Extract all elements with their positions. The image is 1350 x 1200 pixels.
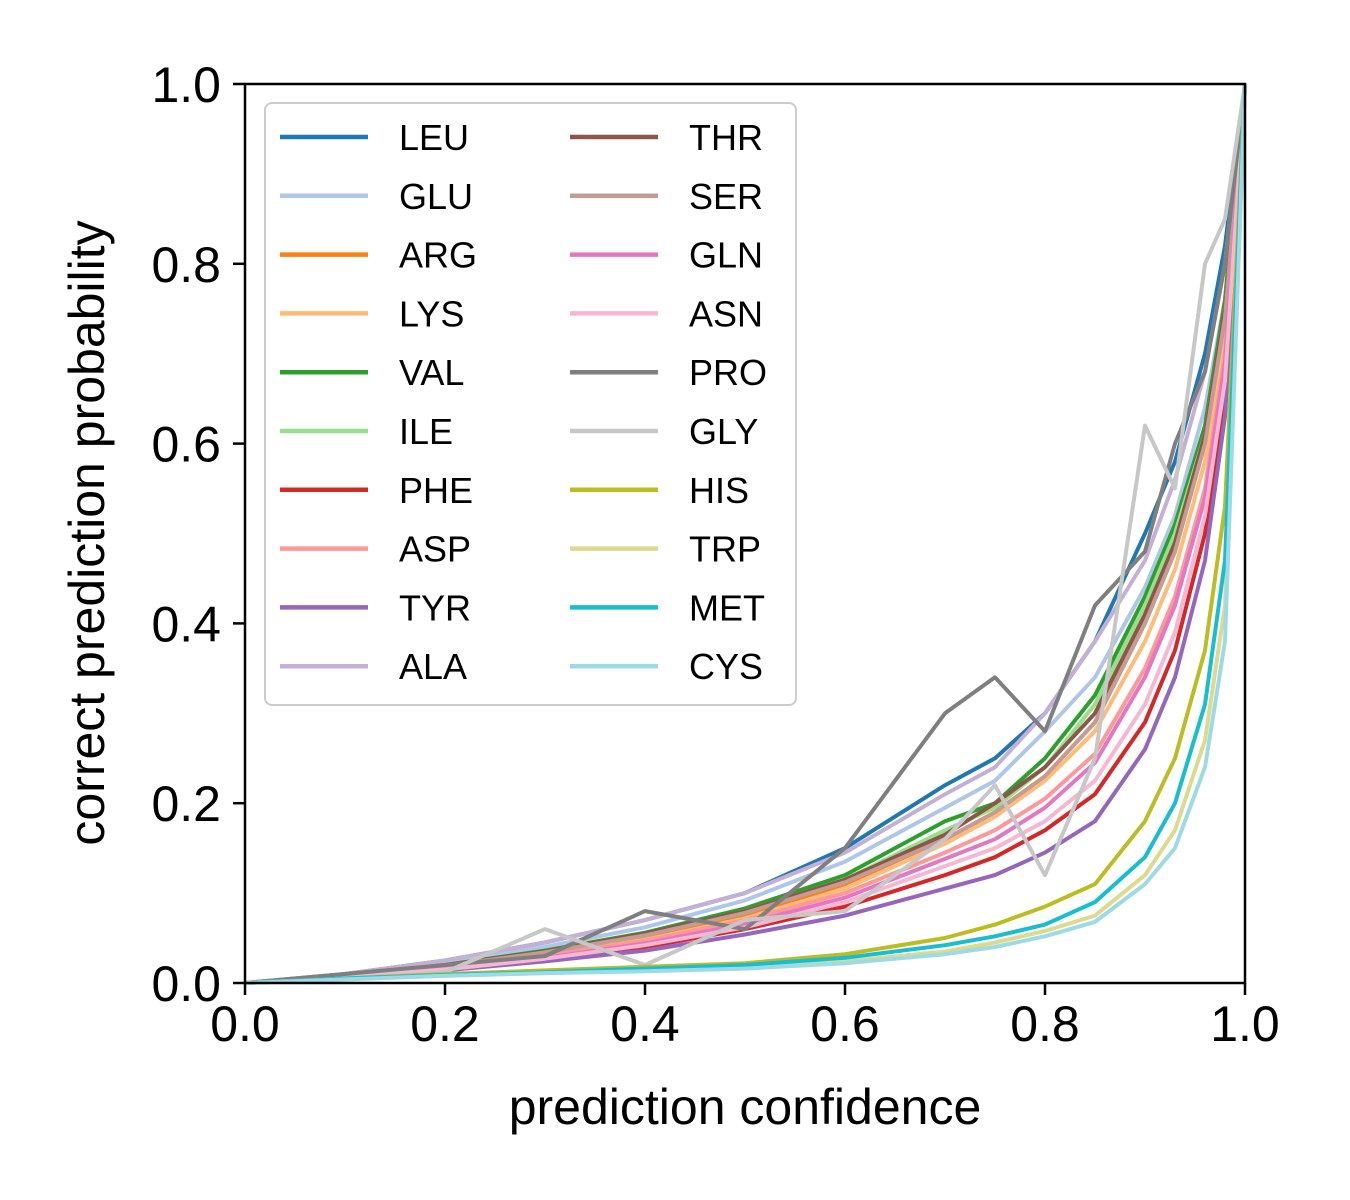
series-line-glu [244, 83, 1247, 985]
legend-label-his: HIS [689, 470, 749, 511]
legend-label-lys: LYS [399, 293, 464, 334]
legend-label-ser: SER [689, 176, 763, 217]
x-axis: 0.0 0.2 0.4 0.6 0.8 1.0 [210, 983, 1280, 1052]
legend-label-asp: ASP [399, 529, 471, 570]
y-tick-label: 0.6 [151, 417, 221, 473]
legend-label-val: VAL [399, 352, 464, 393]
series-layer [244, 83, 1247, 985]
legend-label-trp: TRP [689, 529, 761, 570]
series-line-pro [244, 83, 1247, 985]
legend-label-thr: THR [689, 117, 763, 158]
series-line-asn [244, 83, 1247, 985]
legend-label-pro: PRO [689, 352, 767, 393]
legend-label-cys: CYS [689, 646, 763, 687]
legend-label-phe: PHE [399, 470, 473, 511]
legend-label-glu: GLU [399, 176, 473, 217]
plot-frame [243, 82, 1247, 985]
legend-label-arg: ARG [399, 235, 477, 276]
legend: LEU GLU ARG LYS VAL ILE PHE ASP TYR ALA THR SER GLN A… [264, 102, 797, 706]
legend-label-leu: LEU [399, 117, 469, 158]
y-axis: 0.0 0.2 0.4 0.6 0.8 1.0 [151, 57, 245, 1012]
y-tick-label: 1.0 [151, 57, 221, 113]
legend-label-gln: GLN [689, 235, 763, 276]
x-tick-label: 0.8 [1010, 996, 1080, 1052]
series-line-gly [244, 83, 1247, 985]
x-tick-label: 0.2 [410, 996, 480, 1052]
x-axis-title: prediction confidence [509, 1079, 982, 1135]
y-tick-label: 0.4 [151, 596, 221, 652]
y-tick-label: 0.0 [151, 956, 221, 1012]
legend-label-met: MET [689, 587, 765, 628]
legend-label-ala: ALA [399, 646, 467, 687]
y-axis-title: correct prediction probability [59, 220, 115, 845]
legend-box [264, 102, 797, 706]
legend-label-gly: GLY [689, 411, 758, 452]
series-line-cys [244, 83, 1247, 985]
x-tick-label: 0.6 [810, 996, 880, 1052]
x-tick-label: 0.4 [610, 996, 680, 1052]
y-tick-label: 0.2 [151, 776, 221, 832]
x-tick-label: 0.0 [210, 996, 280, 1052]
y-tick-label: 0.8 [151, 237, 221, 293]
legend-label-ile: ILE [399, 411, 453, 452]
legend-label-tyr: TYR [399, 587, 471, 628]
x-tick-label: 1.0 [1210, 996, 1280, 1052]
legend-label-asn: ASN [689, 293, 763, 334]
